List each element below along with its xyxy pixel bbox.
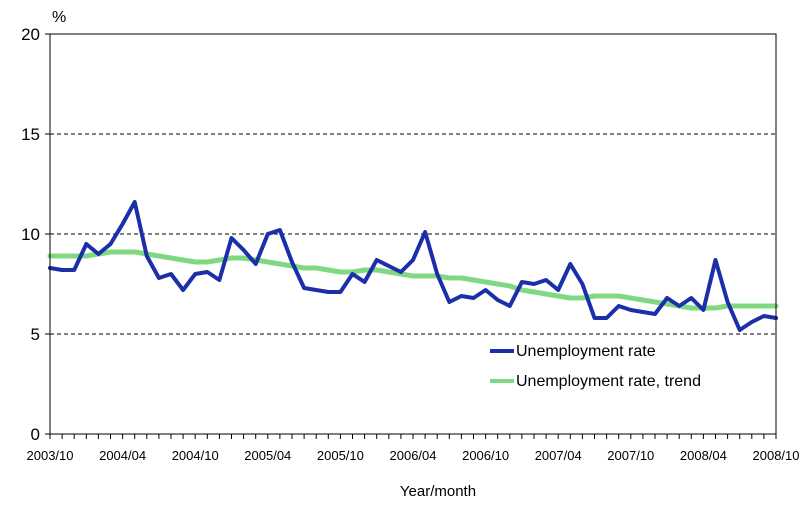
y-tick-label: 5 bbox=[31, 325, 40, 344]
y-tick-label: 0 bbox=[31, 425, 40, 444]
x-tick-label: 2003/10 bbox=[27, 448, 74, 463]
x-tick-label: 2008/04 bbox=[680, 448, 727, 463]
series-lines bbox=[47, 200, 779, 332]
x-tick-label: 2005/10 bbox=[317, 448, 364, 463]
x-tick-label: 2005/04 bbox=[244, 448, 291, 463]
y-tick-label: 10 bbox=[21, 225, 40, 244]
series-line-unemployment-rate-trend bbox=[47, 249, 779, 311]
y-tick-label: 15 bbox=[21, 125, 40, 144]
y-unit-label: % bbox=[52, 9, 66, 26]
legend-item-unemployment-rate-trend: Unemployment rate, trend bbox=[490, 373, 701, 390]
x-tick-label: 2004/04 bbox=[99, 448, 146, 463]
x-axis-title: Year/month bbox=[400, 483, 476, 500]
series-line-unemployment-rate bbox=[48, 200, 778, 332]
x-tick-label: 2006/04 bbox=[390, 448, 437, 463]
x-tick-label: 2004/10 bbox=[172, 448, 219, 463]
y-tick-label: 20 bbox=[21, 25, 40, 44]
y-axis-ticks: 0 5 10 15 20 bbox=[21, 25, 50, 444]
plot-area-frame bbox=[49, 33, 777, 435]
x-axis-ticks: 2003/10 2004/04 2004/10 2005/04 2005/10 2006/… bbox=[27, 434, 800, 463]
legend-item-unemployment-rate: Unemployment rate bbox=[490, 343, 656, 360]
x-tick-label: 2007/10 bbox=[607, 448, 654, 463]
legend-label-unemployment-rate: Unemployment rate bbox=[516, 343, 656, 360]
x-tick-label: 2006/10 bbox=[462, 448, 509, 463]
grid-lines bbox=[50, 133, 776, 335]
x-tick-label: 2008/10 bbox=[753, 448, 800, 463]
legend-label-unemployment-rate-trend: Unemployment rate, trend bbox=[516, 373, 701, 390]
x-tick-label: 2007/04 bbox=[535, 448, 582, 463]
legend: Unemployment rate Unemployment rate, tre… bbox=[490, 343, 701, 390]
